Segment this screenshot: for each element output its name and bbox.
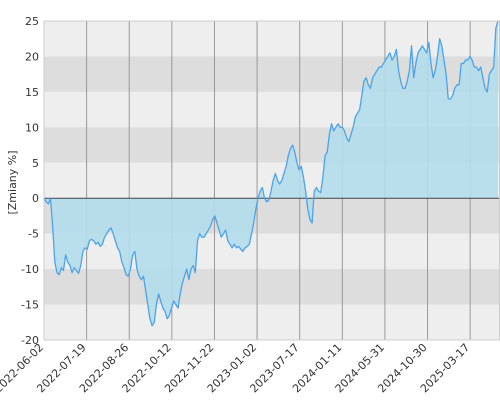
y-tick-label: -10 — [21, 263, 39, 276]
y-tick-label: -20 — [21, 334, 39, 347]
y-axis-label: [Zmiany %] — [6, 150, 19, 214]
series-area — [44, 21, 498, 326]
y-tick-label: 5 — [32, 157, 39, 170]
y-tick-label: 15 — [25, 86, 39, 99]
y-tick-label: 20 — [25, 50, 39, 63]
y-tick-label: -5 — [28, 228, 39, 241]
background-band — [44, 269, 500, 305]
series-line — [43, 20, 499, 327]
y-tick-label: 0 — [32, 192, 39, 205]
y-tick-label: 25 — [25, 15, 39, 28]
y-tick-label: 10 — [25, 121, 39, 134]
x-tick-labels: 2022-06-022022-07-192022-08-262022-10-12… — [0, 341, 472, 395]
y-tick-label: -15 — [21, 299, 39, 312]
background-band — [44, 304, 500, 340]
background-band — [44, 21, 500, 57]
y-tick-labels: 25 20 15 10 5 0 -5 -10 -15 -20 — [21, 15, 39, 347]
background-band — [44, 233, 500, 270]
